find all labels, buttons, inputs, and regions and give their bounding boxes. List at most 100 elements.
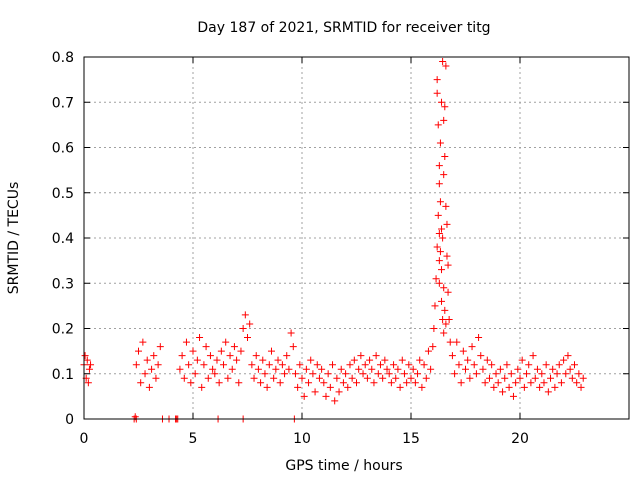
data-point bbox=[396, 383, 404, 391]
data-point bbox=[150, 352, 158, 360]
y-tick-label: 0.2 bbox=[52, 322, 74, 338]
data-point bbox=[213, 356, 221, 364]
data-point bbox=[211, 370, 219, 378]
data-point bbox=[209, 365, 217, 373]
data-point bbox=[520, 383, 528, 391]
data-point bbox=[379, 374, 387, 382]
data-point bbox=[359, 370, 367, 378]
data-point bbox=[196, 334, 204, 342]
data-point bbox=[441, 306, 449, 314]
data-point bbox=[220, 361, 228, 369]
data-point bbox=[494, 379, 502, 387]
data-point bbox=[547, 374, 555, 382]
data-point bbox=[416, 356, 424, 364]
data-point bbox=[553, 370, 561, 378]
data-point bbox=[84, 379, 92, 387]
data-point bbox=[252, 352, 260, 360]
data-point bbox=[189, 347, 197, 355]
data-point bbox=[542, 361, 550, 369]
data-point bbox=[335, 388, 343, 396]
y-tick-label: 0.5 bbox=[52, 186, 74, 202]
data-point bbox=[313, 361, 321, 369]
data-point bbox=[145, 383, 153, 391]
data-point bbox=[337, 365, 345, 373]
data-point bbox=[483, 356, 491, 364]
data-point bbox=[411, 379, 419, 387]
data-point bbox=[568, 374, 576, 382]
data-point bbox=[176, 365, 184, 373]
data-point bbox=[509, 392, 517, 400]
data-point bbox=[363, 374, 371, 382]
data-point bbox=[348, 374, 356, 382]
data-point bbox=[270, 374, 278, 382]
data-point bbox=[298, 374, 306, 382]
data-point bbox=[387, 379, 395, 387]
data-point bbox=[444, 288, 452, 296]
data-point bbox=[355, 365, 363, 373]
data-point bbox=[430, 325, 438, 332]
data-point bbox=[294, 383, 302, 391]
data-point bbox=[472, 370, 480, 378]
data-point bbox=[263, 383, 271, 391]
data-point bbox=[529, 352, 537, 360]
data-point bbox=[390, 361, 398, 369]
data-point bbox=[446, 338, 454, 346]
data-points bbox=[80, 58, 587, 423]
data-point bbox=[311, 388, 319, 396]
data-point bbox=[309, 370, 317, 378]
data-point bbox=[507, 370, 515, 378]
data-point bbox=[392, 374, 400, 382]
data-point bbox=[562, 370, 570, 378]
data-point bbox=[444, 261, 452, 269]
data-point bbox=[557, 379, 565, 387]
data-point bbox=[442, 62, 450, 70]
data-point bbox=[436, 139, 444, 147]
data-point bbox=[441, 153, 449, 161]
data-point bbox=[434, 211, 442, 219]
data-point bbox=[372, 352, 380, 360]
x-tick-label: 5 bbox=[189, 431, 198, 447]
data-point bbox=[438, 98, 446, 106]
data-point bbox=[320, 379, 328, 387]
data-point bbox=[571, 361, 578, 369]
data-point bbox=[527, 379, 535, 387]
data-point bbox=[353, 379, 360, 387]
data-point bbox=[244, 334, 251, 342]
data-point bbox=[224, 374, 232, 382]
data-point bbox=[442, 202, 450, 210]
data-point bbox=[544, 388, 552, 396]
data-point bbox=[132, 361, 140, 369]
data-point bbox=[459, 347, 467, 355]
data-point bbox=[154, 361, 162, 369]
data-point bbox=[438, 297, 446, 305]
data-point bbox=[405, 361, 413, 369]
y-tick-label: 0.3 bbox=[52, 276, 74, 292]
data-point bbox=[394, 365, 402, 373]
data-point bbox=[560, 356, 568, 364]
data-point bbox=[439, 315, 447, 323]
data-point bbox=[434, 121, 442, 129]
data-point bbox=[261, 370, 269, 378]
data-point bbox=[246, 320, 254, 328]
data-point bbox=[366, 356, 374, 364]
data-point bbox=[274, 356, 282, 364]
data-point bbox=[83, 356, 91, 364]
data-point bbox=[429, 343, 437, 351]
data-point bbox=[551, 383, 559, 391]
data-point bbox=[226, 352, 234, 360]
data-point bbox=[302, 365, 310, 373]
x-axis-label: GPS time / hours bbox=[285, 458, 402, 474]
data-point bbox=[156, 343, 164, 351]
data-point bbox=[475, 334, 483, 342]
data-point bbox=[143, 356, 151, 364]
data-point bbox=[523, 370, 531, 378]
data-point bbox=[300, 392, 308, 400]
data-point bbox=[307, 356, 315, 364]
data-point bbox=[485, 374, 493, 382]
x-tick-label: 20 bbox=[511, 431, 529, 447]
data-point bbox=[187, 379, 195, 387]
data-point bbox=[496, 365, 504, 373]
data-point bbox=[433, 243, 441, 251]
data-point bbox=[250, 374, 258, 382]
